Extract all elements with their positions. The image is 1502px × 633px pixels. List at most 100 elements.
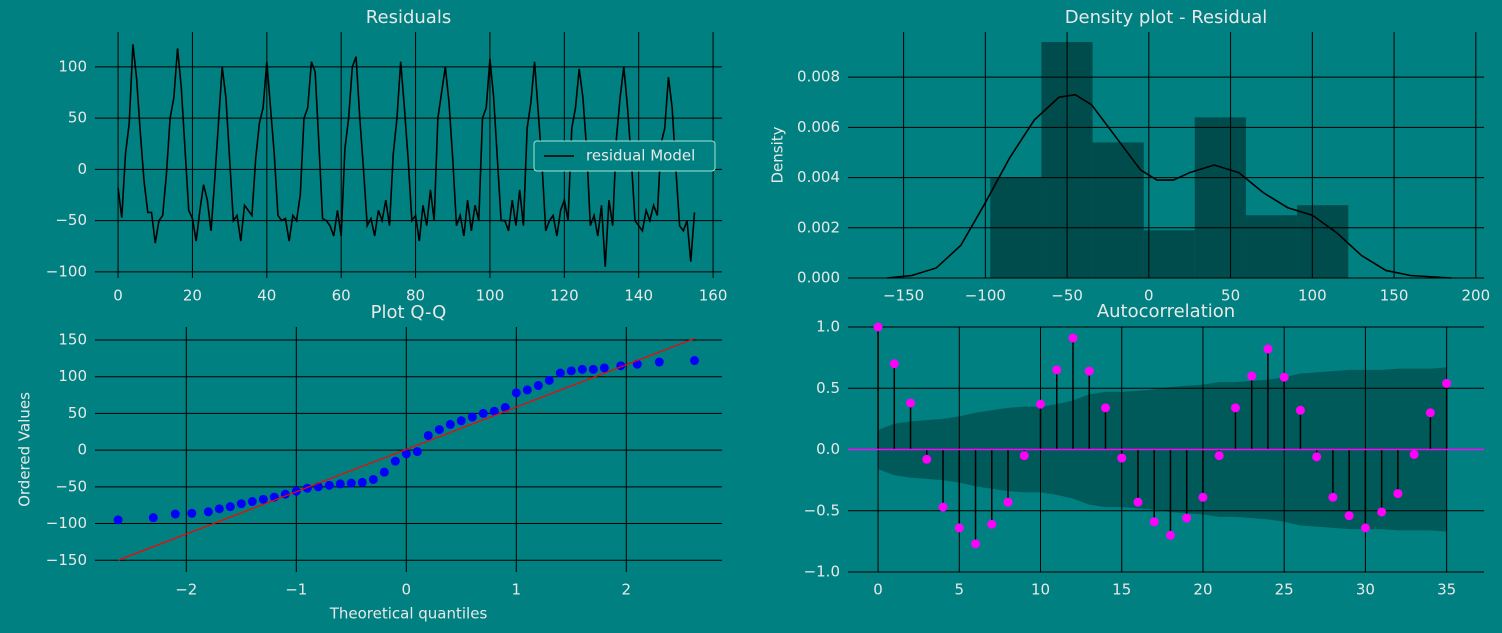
point xyxy=(445,419,455,429)
marker xyxy=(1393,489,1403,499)
x-tick-label: 80 xyxy=(406,287,425,305)
chart-title: Plot Q-Q xyxy=(371,302,447,323)
y-axis-label: Ordered Values xyxy=(16,392,34,507)
point xyxy=(113,515,123,525)
point xyxy=(522,385,532,395)
y-tick-label: 50 xyxy=(68,404,87,422)
point xyxy=(225,502,235,512)
point xyxy=(379,467,389,477)
point xyxy=(324,480,334,490)
bar xyxy=(1194,117,1246,278)
marker xyxy=(1263,344,1273,354)
marker xyxy=(1328,492,1338,502)
y-tick-label: −100 xyxy=(46,262,87,280)
y-tick-label: 0.5 xyxy=(816,379,840,397)
marker xyxy=(1133,497,1143,507)
y-tick-label: 150 xyxy=(58,330,87,348)
x-tick-label: 0 xyxy=(113,287,123,305)
x-tick-label: 20 xyxy=(1193,581,1212,599)
x-tick-label: 5 xyxy=(955,581,965,599)
y-tick-label: 50 xyxy=(68,109,87,127)
marker xyxy=(1344,511,1354,521)
y-tick-label: 0.008 xyxy=(797,68,840,86)
x-tick-label: 60 xyxy=(332,287,351,305)
panel: 0 20 40 60 80 100 120 140 160 −100 −50 0 50 100 Residu… xyxy=(46,7,728,305)
marker xyxy=(889,359,899,369)
point xyxy=(390,456,400,466)
marker xyxy=(1084,366,1094,376)
y-tick-label: 1.0 xyxy=(816,318,840,336)
point xyxy=(690,356,699,366)
point xyxy=(577,364,587,374)
point xyxy=(467,412,477,422)
x-tick-label: 0 xyxy=(873,581,883,599)
bar xyxy=(1143,230,1195,278)
line xyxy=(117,44,696,267)
x-tick-label: 100 xyxy=(476,287,505,305)
bar xyxy=(1297,205,1349,278)
point xyxy=(258,494,268,504)
y-tick-label: −150 xyxy=(46,551,87,569)
marker xyxy=(1003,497,1013,507)
x-tick-label: 120 xyxy=(550,287,579,305)
x-tick-label: −1 xyxy=(285,581,307,599)
y-tick-label: −1.0 xyxy=(804,563,840,581)
point xyxy=(214,504,224,514)
point xyxy=(346,478,356,488)
y-tick-label: −100 xyxy=(46,514,87,532)
marker xyxy=(1052,365,1062,375)
y-axis-label: Density xyxy=(769,126,787,183)
marker xyxy=(1425,408,1435,418)
point xyxy=(456,416,466,426)
point xyxy=(203,507,213,517)
x-tick-label: 0 xyxy=(1144,287,1154,305)
marker xyxy=(873,322,883,332)
marker xyxy=(1230,403,1240,413)
point xyxy=(489,406,499,416)
x-tick-label: 140 xyxy=(624,287,653,305)
marker xyxy=(1165,530,1175,540)
marker xyxy=(1019,451,1029,461)
kde-line xyxy=(887,93,1452,279)
marker xyxy=(1377,507,1387,517)
point xyxy=(566,366,576,376)
panel: −2 −1 0 1 2 −150 −100 −50 0 50 100 150 Plot Q-Q Theor… xyxy=(16,302,722,623)
marker xyxy=(1279,372,1289,382)
point xyxy=(533,381,543,391)
y-tick-label: 100 xyxy=(58,57,87,75)
point xyxy=(423,430,433,440)
chart-title: Autocorrelation xyxy=(1097,301,1235,322)
point xyxy=(588,364,598,374)
panel: −150 −100 −50 0 50 100 150 200 0.000 0.002 0.004 0.… xyxy=(769,7,1491,305)
x-tick-label: 40 xyxy=(257,287,276,305)
point xyxy=(511,388,521,398)
marker xyxy=(954,523,964,533)
marker xyxy=(1149,517,1159,527)
point xyxy=(236,499,246,509)
chart-title: Residuals xyxy=(366,7,451,28)
point xyxy=(599,363,609,373)
point xyxy=(401,449,411,459)
y-tick-label: 0.002 xyxy=(797,218,840,236)
x-tick-label: −150 xyxy=(883,287,924,305)
point xyxy=(247,497,257,507)
x-tick-label: −50 xyxy=(1051,287,1083,305)
y-tick-label: 0.004 xyxy=(797,168,840,186)
x-tick-label: 0 xyxy=(402,581,412,599)
marker xyxy=(1312,452,1322,462)
y-tick-label: −50 xyxy=(55,211,87,229)
legend-label: residual Model xyxy=(586,147,695,165)
y-tick-label: 100 xyxy=(58,367,87,385)
marker xyxy=(1409,449,1419,459)
x-tick-label: 25 xyxy=(1275,581,1294,599)
point xyxy=(335,479,345,489)
point xyxy=(555,368,565,378)
x-tick-label: 30 xyxy=(1356,581,1375,599)
marker xyxy=(1182,513,1192,523)
x-tick-label: 150 xyxy=(1380,287,1409,305)
chart-title: Density plot - Residual xyxy=(1065,7,1268,28)
marker xyxy=(1295,405,1305,415)
marker xyxy=(1117,453,1127,463)
x-tick-label: 50 xyxy=(1221,287,1240,305)
